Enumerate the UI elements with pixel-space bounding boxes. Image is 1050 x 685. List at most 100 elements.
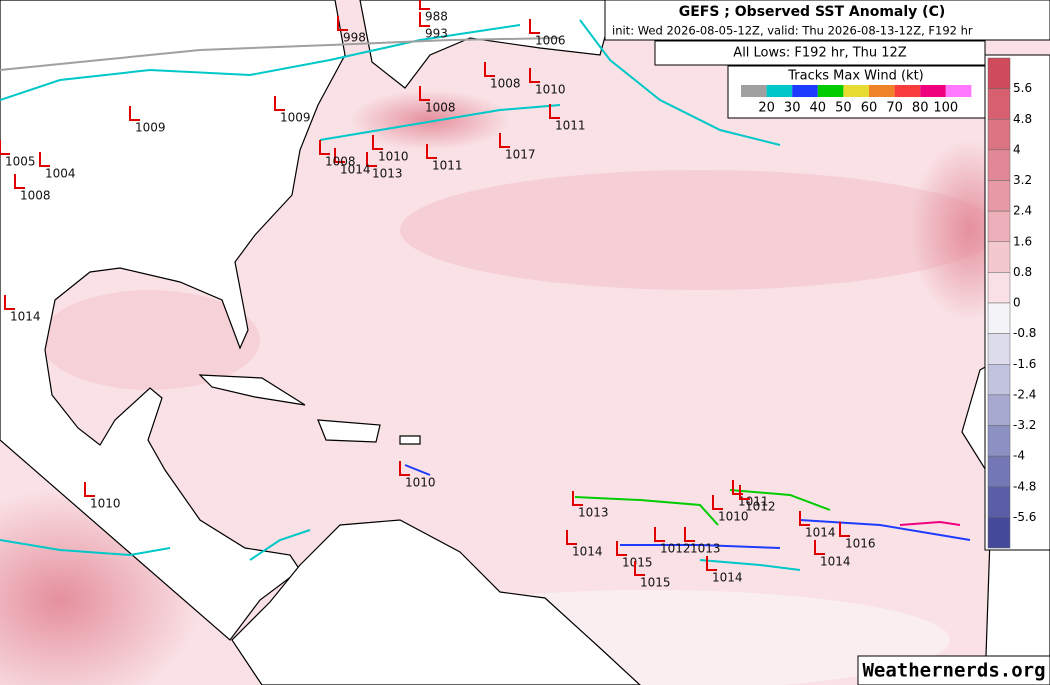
lows-caption: All Lows: F192 hr, Thu 12Z <box>733 46 906 61</box>
low-pressure-label: 1010 <box>378 150 409 164</box>
tracks <box>0 19 971 571</box>
wind-swatch <box>741 85 767 97</box>
colorbar-label: -2.4 <box>1013 387 1036 401</box>
low-marker <box>419 86 430 101</box>
track <box>319 104 561 141</box>
colorbar-cell <box>987 517 1011 549</box>
colorbar-cell <box>987 57 1011 89</box>
low-pressure-label: 1008 <box>325 155 356 169</box>
wind-swatch <box>945 85 972 97</box>
wind-label: 100 <box>933 101 958 116</box>
low-pressure-label: 1012 <box>660 542 691 556</box>
low-pressure-label: 1011 <box>555 119 586 133</box>
low-marker <box>484 62 495 77</box>
wind-label: 50 <box>835 101 852 116</box>
low-marker <box>549 104 560 119</box>
low-pressure-label: 1013 <box>578 506 609 520</box>
low-pressure-label: 1014 <box>10 310 41 324</box>
wind-swatch <box>817 85 844 97</box>
low-marker <box>706 556 717 571</box>
low-marker <box>4 295 15 310</box>
wind-label: 40 <box>810 101 827 116</box>
wind-label: 60 <box>861 101 878 116</box>
low-marker <box>799 511 810 526</box>
low-pressure-label: 993 <box>425 27 448 41</box>
wind-swatch <box>843 85 869 97</box>
colorbar-cell <box>987 149 1011 181</box>
low-marker <box>814 540 825 555</box>
colorbar: 5.6 4.8 4 3.2 2.4 1.6 0.8 0 -0.8 -1.6 -2.4 -3.2 -4 -4… <box>987 57 1036 549</box>
low-marker <box>684 527 695 542</box>
low-marker <box>337 16 348 31</box>
colorbar-cell <box>987 119 1011 151</box>
colorbar-cell <box>987 364 1011 396</box>
wind-swatch <box>920 85 946 97</box>
low-pressure-label: 1010 <box>90 497 121 511</box>
colorbar-cell <box>987 486 1011 518</box>
colorbar-label: 5.6 <box>1013 81 1032 95</box>
low-marker <box>319 140 330 155</box>
north-america <box>0 0 346 641</box>
track <box>404 464 431 476</box>
colorbar-label: -1.6 <box>1013 357 1036 371</box>
low-pressure-label: 1010 <box>405 476 436 490</box>
low-pressure-label: 1016 <box>845 537 876 551</box>
low-pressure-label: 1006 <box>535 34 566 48</box>
low-marker <box>399 461 410 476</box>
low-marker <box>616 541 627 556</box>
wind-swatch <box>792 85 818 97</box>
low-marker <box>419 12 430 27</box>
low-pressure-label: 1005 <box>5 155 36 169</box>
low-marker <box>39 152 50 167</box>
low-pressure-label: 1014 <box>572 545 603 559</box>
track <box>699 559 801 571</box>
wind-label: 20 <box>758 101 775 116</box>
colorbar-cell <box>987 272 1011 304</box>
low-pressure-label: 1012 <box>745 500 776 514</box>
low-marker <box>499 133 510 148</box>
colorbar-label: 3.2 <box>1013 173 1032 187</box>
colorbar-label: -5.6 <box>1013 510 1036 524</box>
low-marker <box>566 530 577 545</box>
low-pressure-label: 1009 <box>135 121 166 135</box>
lows-caption-box <box>654 40 986 66</box>
lows: 988 993 998 1006 1008 1010 1011 1008 1009 1009 101… <box>0 0 876 590</box>
low-pressure-label: 1013 <box>690 542 721 556</box>
low-marker <box>712 495 723 510</box>
colorbar-cell <box>987 394 1011 426</box>
low-pressure-label: 1014 <box>712 571 743 585</box>
low-marker <box>529 68 540 83</box>
warm-area <box>400 170 1000 290</box>
low-pressure-label: 1008 <box>20 189 51 203</box>
colorbar-label: -3.2 <box>1013 418 1036 432</box>
low-pressure-label: 1010 <box>535 83 566 97</box>
low-marker <box>366 152 377 167</box>
track <box>579 19 781 146</box>
watermark-box <box>857 655 1050 685</box>
colorbar-cell <box>987 241 1011 273</box>
low-marker <box>14 174 25 189</box>
track <box>0 37 561 71</box>
wind-swatch <box>894 85 921 97</box>
cuba <box>198 374 306 406</box>
low-marker <box>274 96 285 111</box>
wind-label: 80 <box>912 101 929 116</box>
track <box>899 520 961 526</box>
track-legend-title: Tracks Max Wind (kt) <box>787 69 924 84</box>
low-marker <box>572 491 583 506</box>
low-pressure-label: 1014 <box>340 163 371 177</box>
low-pressure-label: 1010 <box>718 510 749 524</box>
low-pressure-label: 1014 <box>805 526 836 540</box>
low-marker <box>426 144 437 159</box>
low-pressure-label: 1004 <box>45 167 76 181</box>
colorbar-cell <box>987 455 1011 487</box>
colorbar-cell <box>987 88 1011 120</box>
low-pressure-label: 1008 <box>490 77 521 91</box>
wind-label: 70 <box>886 101 903 116</box>
subtitle: init: Wed 2026-08-05-12Z, valid: Thu 202… <box>612 24 973 38</box>
track <box>574 496 719 526</box>
low-pressure-label: 1009 <box>280 111 311 125</box>
low-marker <box>739 485 750 500</box>
low-marker <box>839 522 850 537</box>
colorbar-cell <box>987 333 1011 365</box>
